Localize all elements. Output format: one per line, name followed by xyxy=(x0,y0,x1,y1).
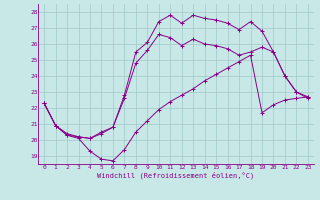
X-axis label: Windchill (Refroidissement éolien,°C): Windchill (Refroidissement éolien,°C) xyxy=(97,171,255,179)
